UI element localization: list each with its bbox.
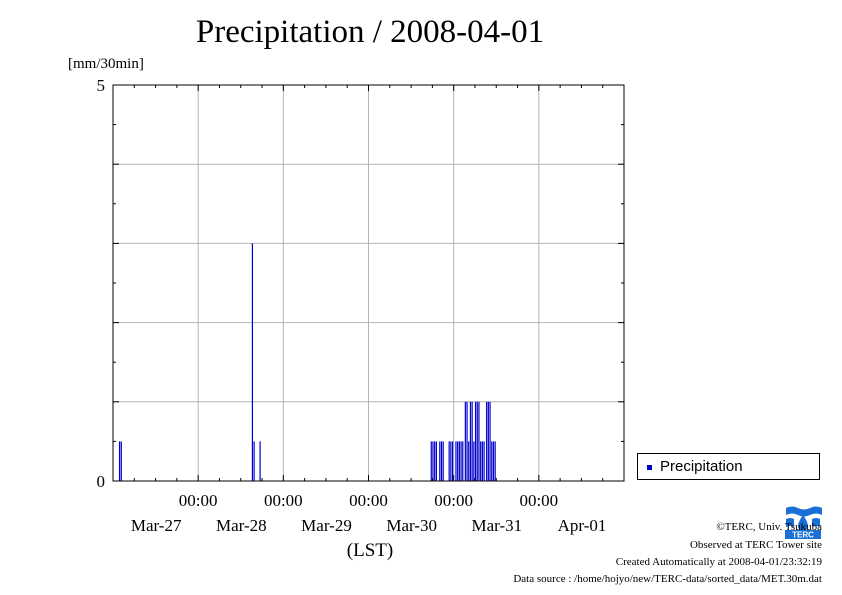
precipitation-bar (442, 441, 444, 481)
precipitation-bar (432, 441, 434, 481)
precipitation-bar (440, 441, 443, 481)
precipitation-bar (464, 401, 466, 481)
precipitation-bar (439, 441, 441, 481)
precipitation-bar (253, 441, 255, 481)
precipitation-bar (448, 441, 450, 481)
legend-label-precipitation: Precipitation (660, 458, 743, 475)
legend: Precipitation (637, 453, 820, 480)
x-tick-date-label: Mar-28 (216, 516, 267, 535)
precipitation-bar (483, 441, 485, 481)
x-tick-time-label: 00:00 (179, 491, 218, 510)
precipitation-bar (259, 441, 261, 481)
precipitation-bar (489, 401, 491, 481)
footer-source: Data source : /home/hojyo/new/TERC-data/… (513, 573, 822, 585)
x-tick-date-label: Mar-30 (386, 516, 437, 535)
precipitation-bar (491, 441, 493, 481)
precipitation-bar (473, 441, 475, 481)
precipitation-bar (455, 441, 457, 481)
precipitation-bar (450, 441, 452, 481)
precipitation-bar (476, 401, 478, 481)
precipitation-bar (474, 401, 477, 481)
y-tick-label: 0 (97, 472, 106, 491)
footer-created: Created Automatically at 2008-04-01/23:3… (615, 556, 822, 568)
precipitation-bar (462, 441, 464, 481)
x-axis-label: (LST) (347, 540, 393, 561)
precipitation-bar (435, 441, 437, 481)
precipitation-bar (486, 401, 488, 481)
x-tick-time-label: 00:00 (349, 491, 388, 510)
y-axis-unit-label: [mm/30min] (68, 56, 144, 72)
y-tick-label: 5 (97, 76, 106, 95)
x-tick-time-label: 00:00 (264, 491, 303, 510)
precipitation-bar (251, 243, 254, 481)
precipitation-bar (460, 441, 462, 481)
precipitation-bar (487, 401, 489, 481)
footer-copyright: ©TERC, Univ. Tsukuba (716, 521, 822, 533)
x-tick-date-label: Mar-31 (472, 516, 523, 535)
precipitation-bar (458, 441, 460, 481)
precipitation-bar (469, 401, 472, 481)
x-tick-date-label: Mar-29 (301, 516, 352, 535)
x-tick-time-label: 00:00 (519, 491, 558, 510)
precipitation-bar (120, 441, 122, 481)
precipitation-bar (494, 441, 496, 481)
precipitation-bar (118, 441, 121, 481)
precipitation-bar (457, 441, 459, 481)
x-tick-time-label: 00:00 (434, 491, 473, 510)
precipitation-bar (430, 441, 432, 481)
precipitation-bar (468, 441, 470, 481)
precipitation-bar (471, 401, 473, 481)
x-tick-date-label: Apr-01 (558, 516, 607, 535)
precipitation-bar (451, 441, 454, 481)
chart-title: Precipitation / 2008-04-01 (195, 14, 545, 50)
precipitation-bar (492, 441, 495, 481)
x-tick-date-label: Mar-27 (131, 516, 182, 535)
precipitation-bar (480, 441, 482, 481)
logo-text: TERC (792, 531, 814, 540)
precipitation-bar (478, 401, 480, 481)
precipitation-bar (466, 401, 468, 481)
terc-logo-icon: TERC (784, 505, 822, 539)
precipitation-bar (434, 441, 436, 481)
footer-site: Observed at TERC Tower site (689, 539, 822, 551)
precipitation-bar (481, 441, 483, 481)
legend-swatch-precipitation (647, 465, 652, 470)
